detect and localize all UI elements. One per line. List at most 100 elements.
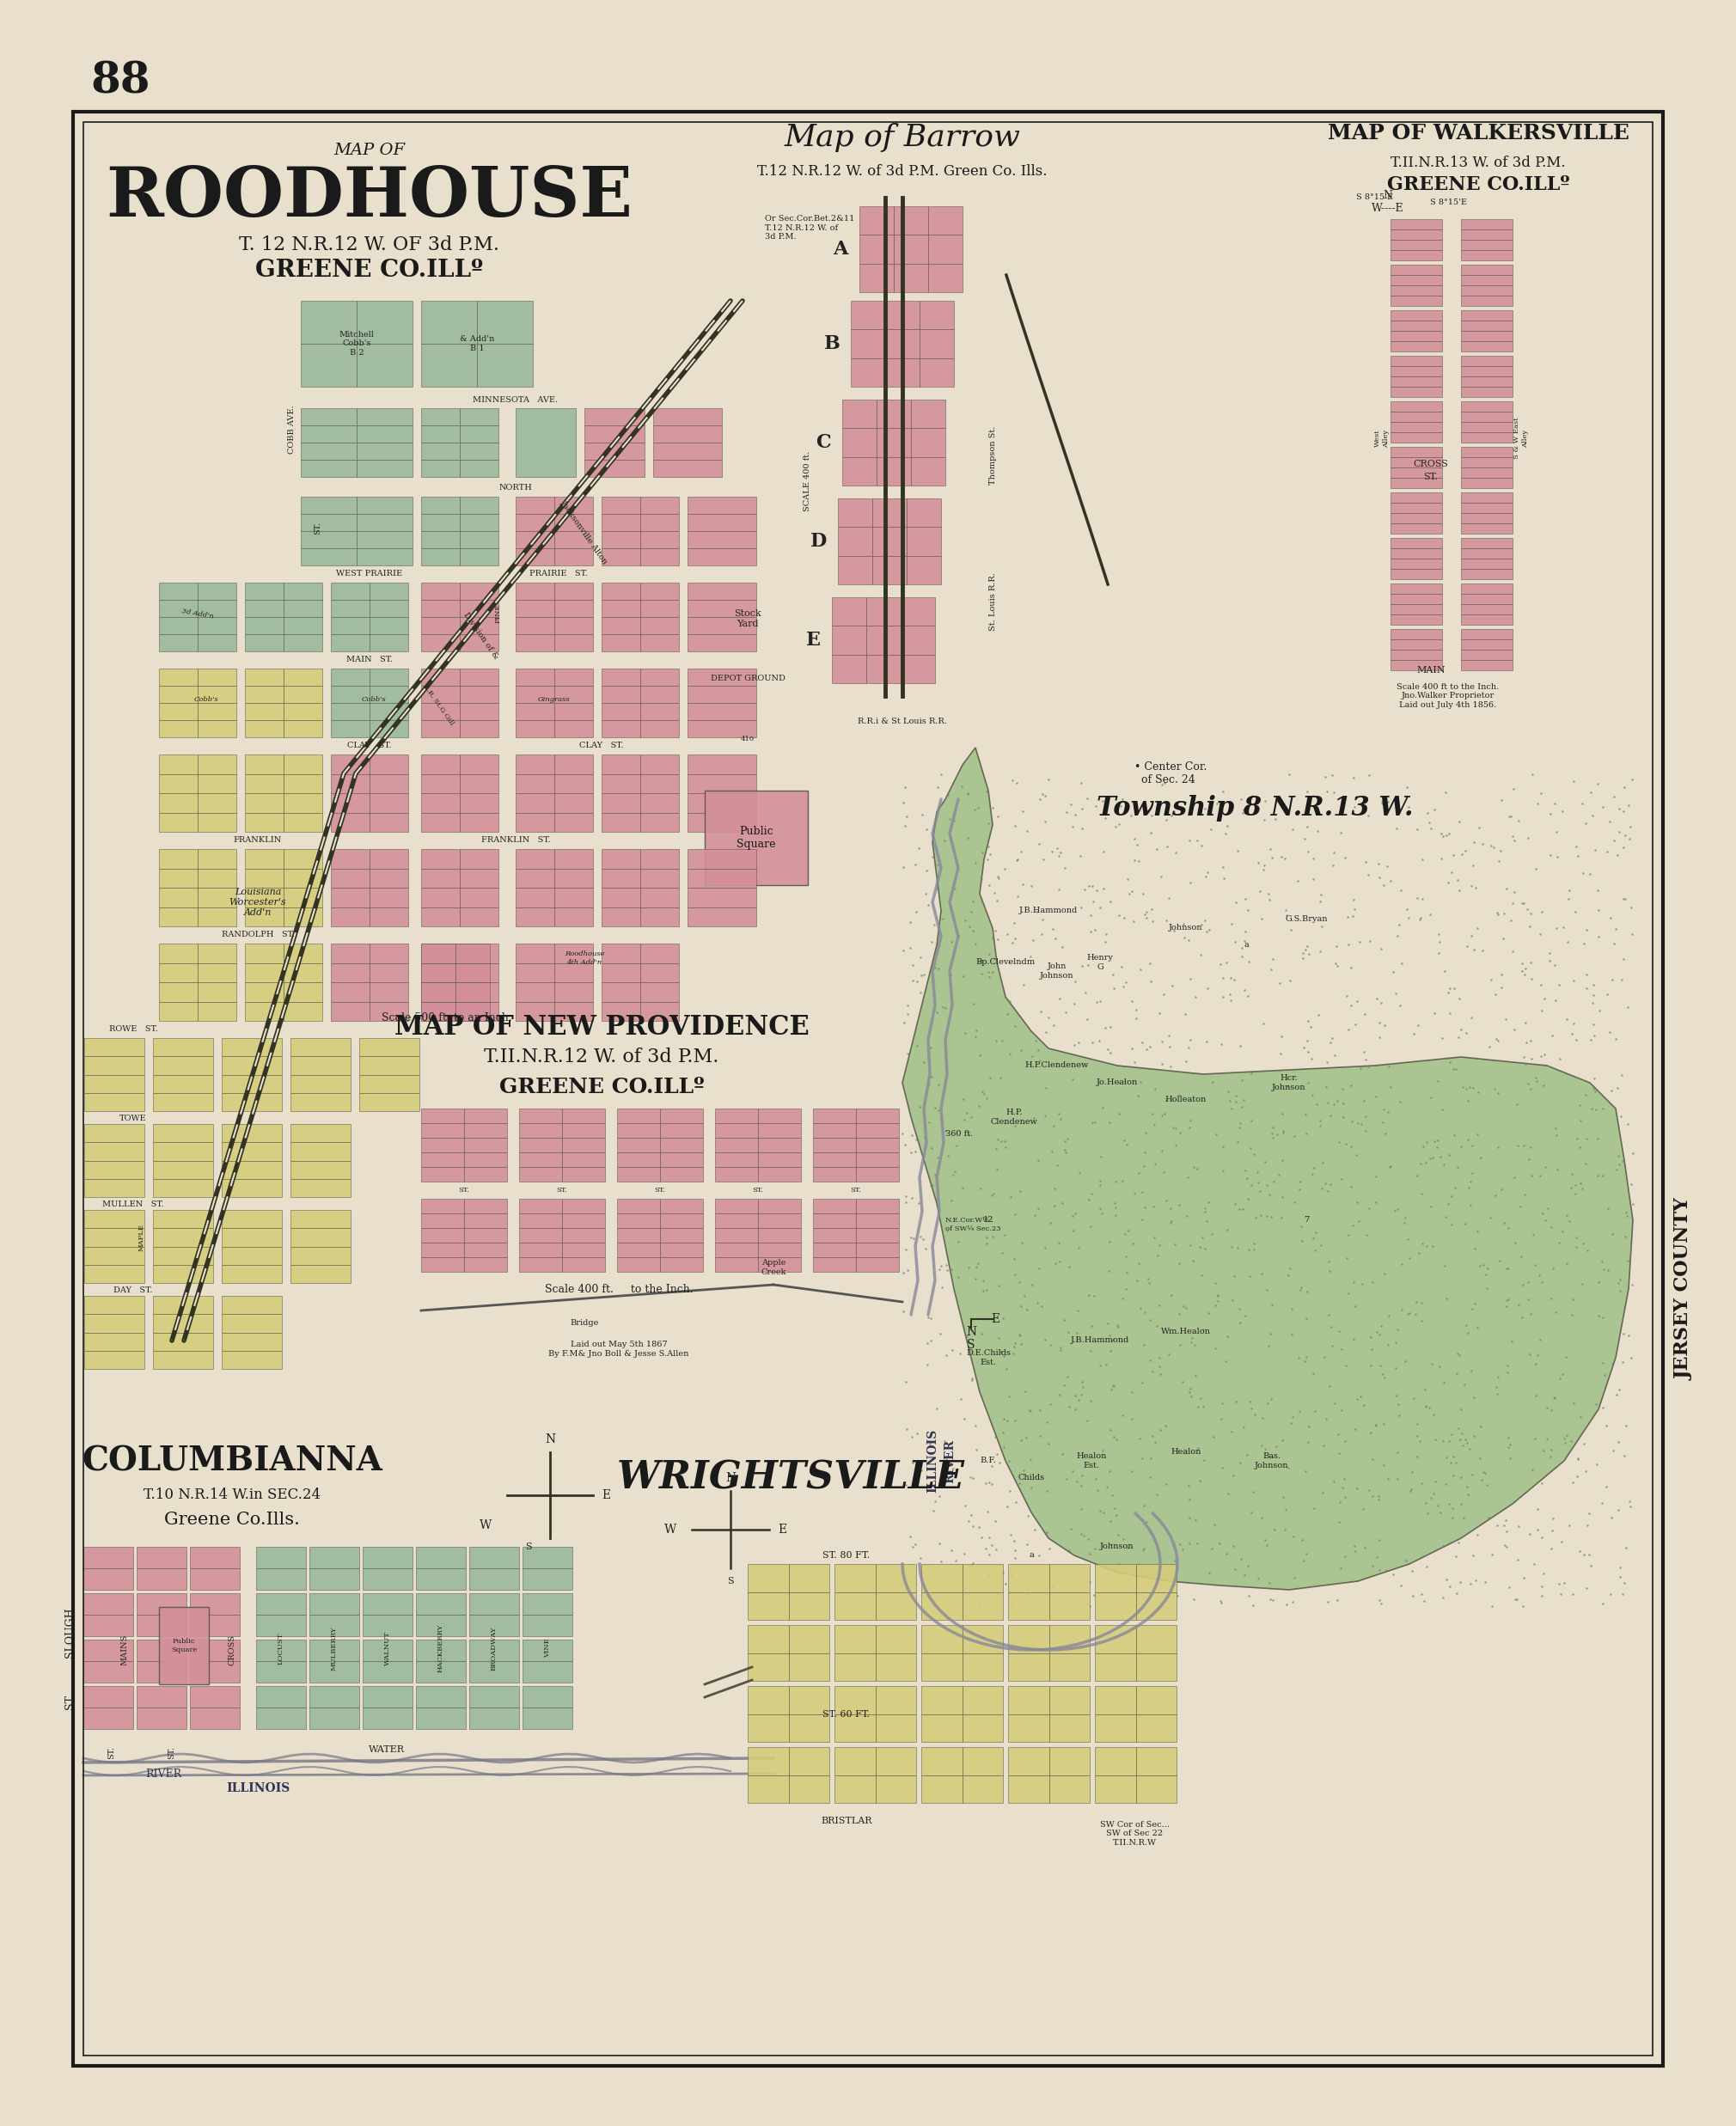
Bar bbox=[198, 793, 236, 812]
Bar bbox=[653, 408, 722, 425]
Bar bbox=[422, 1256, 464, 1271]
Bar bbox=[516, 867, 554, 889]
Bar bbox=[300, 442, 356, 459]
Bar bbox=[198, 668, 236, 687]
Bar bbox=[788, 1565, 830, 1592]
Bar bbox=[616, 1229, 660, 1242]
Bar bbox=[1462, 457, 1512, 468]
Bar bbox=[370, 634, 408, 651]
Bar bbox=[469, 1592, 519, 1614]
Text: 360 ft.: 360 ft. bbox=[946, 1131, 974, 1137]
Bar bbox=[1462, 355, 1512, 366]
Bar bbox=[602, 867, 641, 889]
Bar bbox=[332, 583, 370, 600]
Bar bbox=[856, 1137, 899, 1152]
Text: ILLINOIS: ILLINOIS bbox=[927, 1429, 939, 1492]
Bar bbox=[160, 793, 198, 812]
Bar bbox=[1391, 502, 1443, 512]
Bar bbox=[875, 1624, 917, 1652]
Bar bbox=[356, 344, 413, 387]
Bar bbox=[1391, 549, 1443, 559]
Bar bbox=[641, 600, 679, 617]
Bar bbox=[1391, 538, 1443, 549]
Bar bbox=[885, 330, 920, 357]
Bar bbox=[1391, 402, 1443, 412]
Text: Healon: Healon bbox=[1170, 1448, 1201, 1456]
Bar bbox=[856, 1199, 899, 1214]
Bar bbox=[198, 634, 236, 651]
Text: N: N bbox=[965, 1327, 976, 1337]
Bar bbox=[363, 1592, 413, 1614]
Bar bbox=[1462, 219, 1512, 230]
Bar bbox=[417, 1569, 465, 1590]
Bar bbox=[85, 1246, 144, 1265]
Text: Cobb's: Cobb's bbox=[194, 695, 219, 704]
Bar bbox=[715, 1242, 759, 1256]
Bar bbox=[859, 234, 894, 264]
Bar bbox=[160, 812, 198, 831]
Bar bbox=[602, 755, 641, 774]
Bar bbox=[871, 555, 906, 585]
Bar bbox=[687, 634, 757, 651]
Bar bbox=[153, 1210, 214, 1229]
Bar bbox=[1391, 332, 1443, 340]
Bar bbox=[602, 812, 641, 831]
Bar bbox=[222, 1178, 281, 1197]
Bar bbox=[189, 1707, 240, 1728]
Bar bbox=[222, 1297, 281, 1314]
Bar bbox=[370, 982, 408, 1001]
Bar bbox=[464, 1137, 507, 1152]
Bar bbox=[759, 1229, 800, 1242]
Bar bbox=[137, 1592, 186, 1614]
Bar bbox=[877, 400, 911, 427]
Bar bbox=[422, 1137, 464, 1152]
Bar bbox=[523, 1592, 573, 1614]
Bar bbox=[554, 848, 594, 867]
Bar bbox=[356, 442, 413, 459]
Bar bbox=[641, 687, 679, 704]
Bar bbox=[1462, 264, 1512, 274]
Text: PRAIRIE   ST.: PRAIRIE ST. bbox=[529, 570, 589, 578]
Text: DEPOT GROUND: DEPOT GROUND bbox=[710, 676, 785, 682]
Bar bbox=[160, 600, 198, 617]
Bar bbox=[83, 1614, 134, 1637]
Bar bbox=[370, 617, 408, 634]
Bar bbox=[523, 1614, 573, 1637]
Bar bbox=[516, 617, 554, 634]
Bar bbox=[859, 206, 894, 234]
Bar bbox=[516, 812, 554, 831]
Bar bbox=[460, 442, 498, 459]
Bar bbox=[660, 1123, 703, 1137]
Bar bbox=[616, 1137, 660, 1152]
Bar bbox=[359, 1074, 420, 1093]
Bar bbox=[1391, 285, 1443, 296]
Bar bbox=[300, 497, 356, 514]
Text: T.II.N.R.13 W. of 3d P.M.: T.II.N.R.13 W. of 3d P.M. bbox=[1391, 155, 1566, 170]
Bar bbox=[962, 1686, 1003, 1714]
Bar bbox=[1135, 1748, 1177, 1775]
Text: BROADWAY: BROADWAY bbox=[491, 1626, 498, 1671]
Text: 410: 410 bbox=[741, 736, 755, 742]
Text: St. Louis R.R.: St. Louis R.R. bbox=[990, 572, 996, 631]
Text: Gingrass: Gingrass bbox=[538, 695, 571, 704]
Text: NORTH: NORTH bbox=[498, 485, 533, 491]
Bar bbox=[554, 944, 594, 963]
Bar bbox=[455, 1001, 490, 1020]
Bar bbox=[300, 459, 356, 476]
Bar bbox=[554, 514, 594, 532]
Bar bbox=[455, 963, 490, 982]
Bar bbox=[602, 793, 641, 812]
Bar bbox=[616, 1256, 660, 1271]
Bar bbox=[602, 963, 641, 982]
Bar bbox=[1095, 1652, 1135, 1682]
Bar bbox=[257, 1569, 306, 1590]
Text: Jacksonville Alton: Jacksonville Alton bbox=[559, 500, 609, 566]
Bar bbox=[189, 1660, 240, 1682]
Bar bbox=[554, 812, 594, 831]
Bar bbox=[460, 944, 498, 963]
Bar bbox=[554, 908, 594, 927]
Bar bbox=[554, 721, 594, 738]
Text: MAIN   ST.: MAIN ST. bbox=[345, 657, 392, 663]
Bar bbox=[616, 1242, 660, 1256]
Bar bbox=[715, 1256, 759, 1271]
